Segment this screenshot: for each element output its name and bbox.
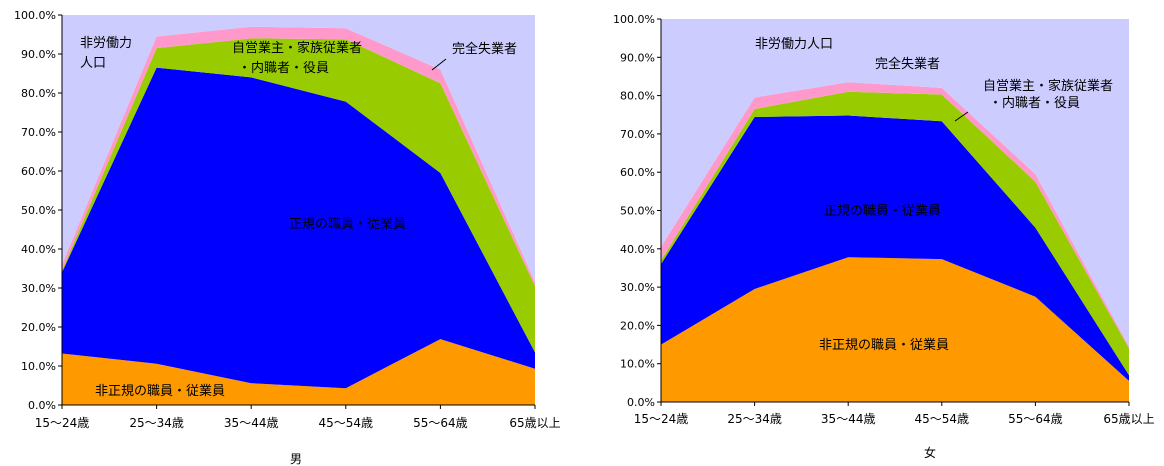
y-tick-label: 0.0% [627, 396, 655, 409]
y-tick-label: 50.0% [21, 204, 56, 217]
y-tick-label: 70.0% [620, 128, 655, 141]
x-tick-label: 35～44歳 [224, 416, 279, 430]
x-tick-label: 15～24歳 [634, 412, 689, 426]
x-tick-label: 65歳以上 [1103, 412, 1154, 426]
y-tick-label: 90.0% [21, 48, 56, 61]
y-tick-label: 60.0% [620, 166, 655, 179]
area-label: 非労働力人口 [755, 37, 833, 52]
y-tick-label: 50.0% [620, 205, 655, 218]
y-tick-label: 90.0% [620, 51, 655, 64]
area-series-2 [62, 67, 535, 389]
y-tick-label: 10.0% [620, 358, 655, 371]
y-tick-label: 20.0% [620, 319, 655, 332]
area-label: 自営業主・家族従業者 [983, 78, 1113, 94]
area-label: 正規の職員・従業員 [289, 216, 406, 232]
chart-title: 女 [924, 445, 936, 460]
y-tick-label: 20.0% [21, 321, 56, 334]
x-tick-label: 55～64歳 [413, 416, 468, 430]
y-tick-label: 40.0% [620, 243, 655, 256]
x-tick-label: 55～64歳 [1008, 412, 1063, 426]
y-tick-label: 70.0% [21, 126, 56, 139]
area-label: 完全失業者 [875, 56, 940, 72]
area-series-5 [661, 19, 1129, 347]
leader-line [954, 111, 969, 122]
x-tick-label: 15～24歳 [35, 416, 90, 430]
area-label: 自営業主・家族従業者 [232, 40, 362, 56]
y-tick-label: 10.0% [21, 360, 56, 373]
y-tick-label: 80.0% [620, 90, 655, 103]
area-label: 非正規の職員・従業員 [95, 383, 225, 399]
area-label: ・内職者・役員 [238, 60, 329, 76]
area-series-3 [661, 91, 1129, 376]
y-tick-label: 80.0% [21, 87, 56, 100]
y-tick-label: 30.0% [620, 281, 655, 294]
area-series-3 [62, 38, 535, 353]
area-series-2 [661, 115, 1129, 381]
y-tick-label: 60.0% [21, 165, 56, 178]
x-tick-label: 25～34歳 [727, 412, 782, 426]
area-series-1 [661, 257, 1129, 402]
chart-panel-1: 0.0% 10.0% 20.0% 30.0% 40.0% 50.0% 60.0% 70.0% 8… [14, 9, 561, 466]
x-tick-label: 45～54歳 [319, 416, 374, 430]
y-tick-label: 0.0% [28, 399, 56, 412]
x-tick-label: 65歳以上 [509, 416, 560, 430]
area-series-1 [62, 339, 535, 405]
area-label: 非労働力 [80, 36, 132, 51]
x-tick-label: 25～34歳 [129, 416, 184, 430]
area-label: 人口 [80, 56, 106, 71]
area-label: 完全失業者 [452, 41, 517, 57]
chart-title: 男 [290, 452, 302, 466]
x-tick-label: 45～54歳 [915, 412, 970, 426]
area-label: ・内職者・役員 [989, 95, 1080, 111]
y-tick-label: 100.0% [14, 9, 56, 22]
leader-line [431, 58, 447, 71]
y-tick-label: 40.0% [21, 243, 56, 256]
chart-panel-2: 0.0% 10.0% 20.0% 30.0% 40.0% 50.0% 60.0% 70.0% 8… [613, 13, 1155, 460]
area-label: 正規の職員・従業員 [824, 203, 941, 219]
area-series-5 [62, 15, 535, 283]
area-label: 非正規の職員・従業員 [819, 337, 949, 353]
y-tick-label: 30.0% [21, 282, 56, 295]
x-tick-label: 35～44歳 [821, 412, 876, 426]
y-tick-label: 100.0% [613, 13, 655, 26]
